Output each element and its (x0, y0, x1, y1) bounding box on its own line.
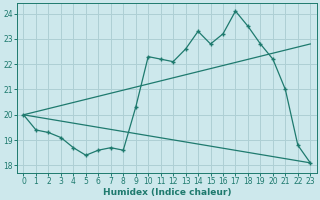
X-axis label: Humidex (Indice chaleur): Humidex (Indice chaleur) (103, 188, 231, 197)
